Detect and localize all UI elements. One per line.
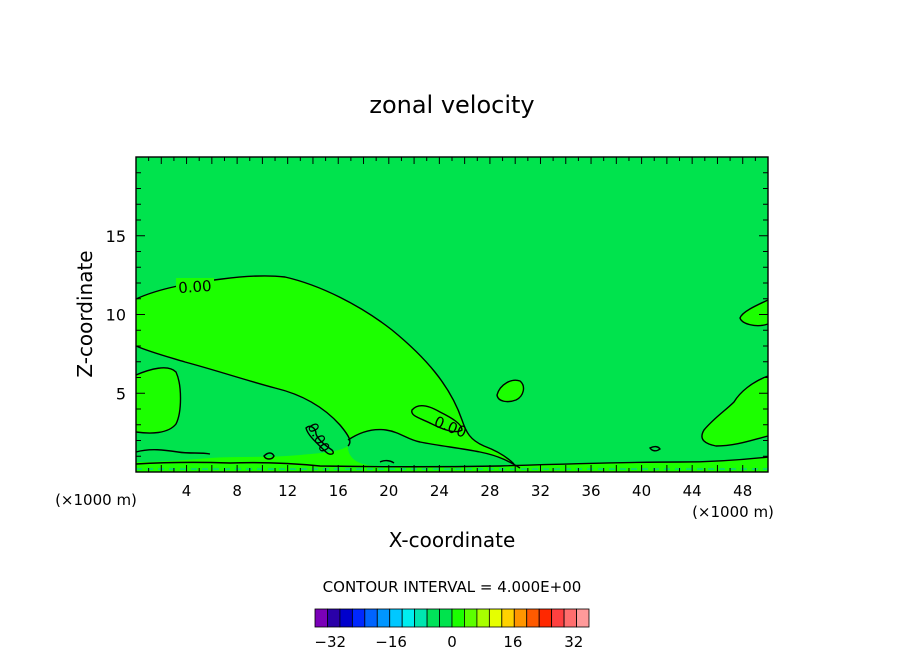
colorbar-swatch bbox=[464, 608, 478, 628]
x-tick-label: 32 bbox=[531, 482, 550, 500]
x-tick-label: 8 bbox=[232, 482, 242, 500]
contour-right-top bbox=[739, 299, 769, 327]
contour-label-1: 0.00 bbox=[178, 277, 213, 297]
contour-bottom-a bbox=[347, 428, 521, 469]
x-tick-label: 40 bbox=[632, 482, 651, 500]
x-tick-label: 16 bbox=[329, 482, 348, 500]
x-tick-labels: 4 8 12 16 20 24 28 32 36 40 44 48 bbox=[182, 482, 752, 500]
contour-small-e bbox=[379, 459, 395, 464]
x-tick-label: 20 bbox=[379, 482, 398, 500]
x-tick-label: 28 bbox=[480, 482, 499, 500]
y-tick-label: 10 bbox=[106, 306, 126, 325]
x-tick-label: 4 bbox=[182, 482, 192, 500]
colorbar-swatch bbox=[538, 608, 553, 628]
colorbar-swatch bbox=[576, 608, 590, 628]
colorbar-swatch bbox=[513, 608, 528, 628]
colorbar-swatch bbox=[376, 608, 391, 628]
colorbar-tick-label: −16 bbox=[375, 633, 407, 651]
y-tick-label: 5 bbox=[116, 384, 126, 403]
colorbar-swatch bbox=[426, 608, 440, 628]
colorbar-tick-label: 32 bbox=[564, 633, 583, 651]
x-tick-label: 36 bbox=[581, 482, 600, 500]
colorbar-swatch bbox=[339, 608, 353, 628]
colorbar-tick-label: 16 bbox=[503, 633, 522, 651]
contour-small-a bbox=[305, 425, 334, 455]
colorbar-swatch bbox=[526, 608, 540, 628]
colorbar-swatch bbox=[327, 608, 341, 628]
positive-region-lobe bbox=[411, 405, 462, 432]
colorbar-tick-label: −32 bbox=[314, 633, 346, 651]
colorbar-swatch bbox=[563, 608, 577, 628]
x-tick-label: 12 bbox=[278, 482, 297, 500]
y-tick-labels: 5 10 15 bbox=[106, 227, 126, 404]
contour-main bbox=[135, 275, 515, 465]
zero-contours bbox=[135, 275, 769, 469]
contour-label-bg-1 bbox=[176, 278, 214, 294]
x-unit-right: (×1000 m) bbox=[692, 503, 774, 521]
contour-left bbox=[135, 367, 182, 434]
positive-region-bottom bbox=[136, 457, 768, 472]
colorbar bbox=[314, 608, 590, 628]
y-axis-label: Z-coordinate bbox=[73, 250, 97, 377]
neutral-pocket-a bbox=[136, 346, 350, 462]
contour-small-b bbox=[135, 449, 211, 455]
contour-lobe bbox=[411, 405, 463, 433]
colorbar-swatch bbox=[401, 608, 416, 628]
x-tick-label: 24 bbox=[430, 482, 449, 500]
chart-title: zonal velocity bbox=[369, 91, 534, 119]
axis-ticks bbox=[136, 157, 768, 472]
colorbar-swatch bbox=[364, 608, 378, 628]
contour-island bbox=[496, 379, 525, 403]
x-tick-label: 48 bbox=[733, 482, 752, 500]
colorbar-swatch bbox=[476, 608, 490, 628]
colorbar-swatch bbox=[488, 608, 503, 628]
plot-area: 0.00 0.00 0.00 bbox=[135, 156, 769, 473]
colorbar-tick-label: 0 bbox=[447, 633, 457, 651]
contour-small-c bbox=[263, 452, 275, 460]
colorbar-labels: −32 −16 0 16 32 bbox=[314, 633, 583, 651]
contour-bottom-b bbox=[135, 456, 769, 468]
x-unit-left: (×1000 m) bbox=[55, 491, 137, 509]
x-tick-label: 44 bbox=[683, 482, 702, 500]
y-tick-label: 15 bbox=[106, 227, 126, 246]
colorbar-swatch bbox=[314, 608, 328, 628]
colorbar-swatch bbox=[451, 608, 465, 628]
contour-inner bbox=[135, 345, 351, 447]
x-axis-label: X-coordinate bbox=[389, 528, 516, 552]
colorbar-swatch bbox=[414, 608, 428, 628]
colorbar-swatch bbox=[351, 608, 366, 628]
colorbar-swatch bbox=[501, 608, 515, 628]
positive-region-left bbox=[136, 367, 181, 434]
colorbar-swatch bbox=[439, 608, 453, 628]
contour-small-d bbox=[648, 445, 661, 452]
positive-region-right-low bbox=[701, 376, 768, 446]
colorbar-swatch bbox=[389, 608, 403, 628]
contour-right-low bbox=[701, 375, 769, 447]
positive-region-right-top bbox=[740, 300, 768, 326]
contour-interval-text: CONTOUR INTERVAL = 4.000E+00 bbox=[323, 578, 582, 596]
colorbar-swatch bbox=[551, 608, 565, 628]
